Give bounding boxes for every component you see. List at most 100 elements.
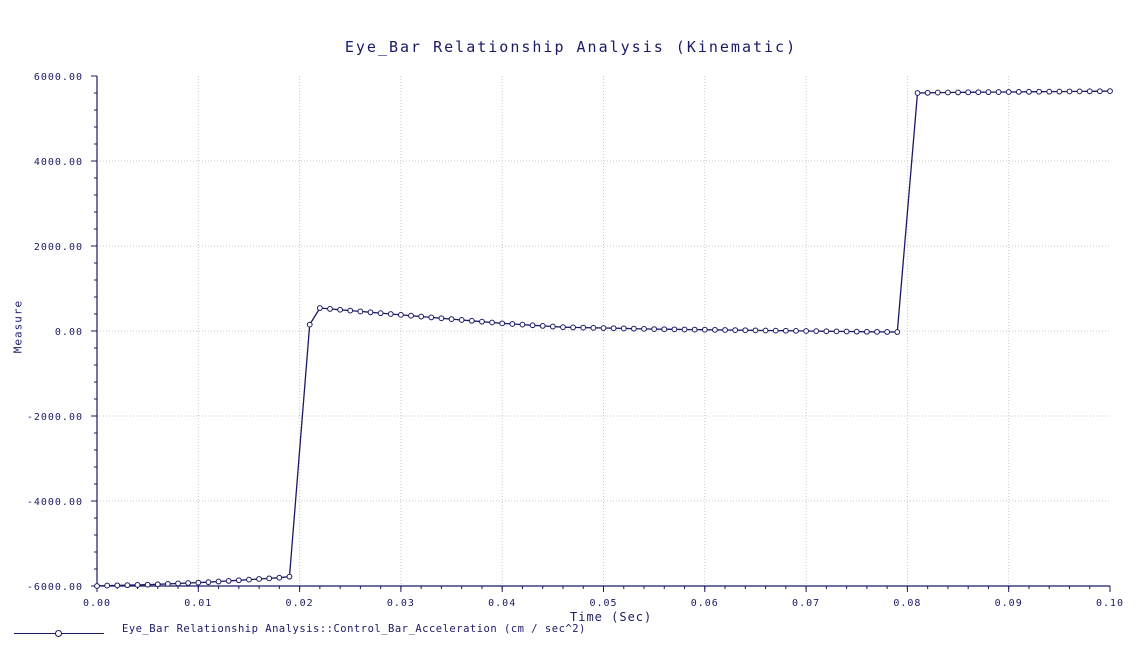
data-point xyxy=(398,311,404,318)
data-point xyxy=(1066,88,1073,95)
x-axis-ticks: 0.00 0.01 0.02 0.03 0.04 0.05 0.06 0.07 0.08 0.09… xyxy=(83,586,1124,609)
y-tick-label: 2000.00 xyxy=(34,242,83,253)
chart-title: Eye_Bar Relationship Analysis (Kinematic… xyxy=(344,38,798,56)
data-point xyxy=(428,314,435,321)
data-point xyxy=(590,324,597,331)
y-tick-label: 6000.00 xyxy=(34,72,83,83)
data-point xyxy=(934,89,941,96)
y-axis-ticks: 6000.00 4000.00 2000.00 0.00 -2000.00 -4000.0… xyxy=(27,72,97,593)
legend-marker-icon xyxy=(55,630,62,637)
data-point xyxy=(995,89,1002,95)
x-tick-label: 0.06 xyxy=(691,598,719,609)
data-point xyxy=(772,327,779,334)
data-point xyxy=(884,329,891,335)
legend-entry-label: Eye_Bar Relationship Analysis::Control_B… xyxy=(122,623,586,635)
x-tick-label: 0.01 xyxy=(184,598,212,609)
data-point xyxy=(134,582,141,588)
data-point xyxy=(813,328,820,335)
data-point xyxy=(701,326,708,333)
data-point xyxy=(539,323,546,329)
data-point xyxy=(985,89,992,96)
data-point xyxy=(549,323,556,330)
y-tick-label: -4000.00 xyxy=(27,497,83,508)
data-point xyxy=(570,324,577,331)
data-point xyxy=(691,326,698,333)
data-point xyxy=(641,325,647,332)
data-point xyxy=(560,324,566,331)
data-point xyxy=(124,582,131,589)
data-point xyxy=(651,326,658,332)
data-point xyxy=(823,328,830,335)
data-point xyxy=(316,305,323,311)
data-point xyxy=(752,327,759,334)
data-point xyxy=(327,306,333,312)
data-point xyxy=(367,309,374,316)
data-point xyxy=(418,313,425,320)
data-point xyxy=(945,89,951,96)
data-point xyxy=(681,326,688,333)
data-point xyxy=(975,89,982,96)
x-tick-label: 0.08 xyxy=(893,598,921,609)
data-point xyxy=(1036,88,1042,95)
data-point xyxy=(205,579,212,586)
data-point xyxy=(529,322,536,329)
data-point xyxy=(185,580,192,586)
data-point xyxy=(114,582,121,589)
x-tick-label: 0.00 xyxy=(83,598,111,609)
data-point xyxy=(843,328,850,335)
x-tick-label: 0.02 xyxy=(286,598,314,609)
data-point xyxy=(306,321,313,328)
data-point xyxy=(235,577,242,584)
data-point xyxy=(1107,88,1113,94)
data-point xyxy=(894,329,901,335)
data-point xyxy=(742,327,749,334)
data-point xyxy=(1096,88,1103,95)
y-tick-label: 4000.00 xyxy=(34,157,83,168)
data-point xyxy=(94,583,100,589)
data-point xyxy=(1086,88,1093,95)
data-point xyxy=(1056,88,1063,95)
data-point xyxy=(286,573,293,580)
data-point xyxy=(448,316,455,323)
data-point xyxy=(762,327,769,334)
data-point xyxy=(955,89,961,96)
data-point xyxy=(1026,88,1032,95)
data-point xyxy=(580,324,587,331)
data-point xyxy=(924,89,931,96)
y-tick-label: -6000.00 xyxy=(27,582,83,593)
x-tick-label: 0.04 xyxy=(488,598,516,609)
legend: Eye_Bar Relationship Analysis::Control_B… xyxy=(14,622,914,642)
x-tick-label: 0.09 xyxy=(995,598,1023,609)
grid-lines xyxy=(97,76,1110,586)
data-point xyxy=(965,89,972,96)
x-tick-label: 0.05 xyxy=(589,598,617,609)
data-point xyxy=(610,325,617,332)
data-point xyxy=(853,328,860,335)
y-tick-label: 0.00 xyxy=(55,327,83,338)
data-point xyxy=(1005,89,1012,95)
data-point xyxy=(782,327,789,334)
y-axis-label: Measure xyxy=(11,299,25,354)
data-point xyxy=(225,578,232,584)
data-point xyxy=(104,582,111,589)
data-point xyxy=(600,325,607,331)
data-point xyxy=(256,576,262,582)
data-point xyxy=(479,318,485,325)
data-point xyxy=(620,325,627,332)
data-point xyxy=(438,315,445,322)
data-point xyxy=(195,579,202,586)
data-point xyxy=(347,307,354,314)
data-point xyxy=(863,328,870,335)
data-point xyxy=(468,317,475,324)
data-point xyxy=(154,581,161,588)
data-point xyxy=(357,308,364,315)
data-point xyxy=(1015,88,1022,95)
data-point xyxy=(519,321,526,328)
x-tick-label: 0.07 xyxy=(792,598,820,609)
x-axis-label: Time (Sec) xyxy=(570,610,653,624)
data-point xyxy=(722,327,728,333)
data-series xyxy=(94,88,1113,589)
x-tick-label: 0.10 xyxy=(1096,598,1124,609)
data-point xyxy=(337,306,344,313)
data-point xyxy=(914,90,921,96)
